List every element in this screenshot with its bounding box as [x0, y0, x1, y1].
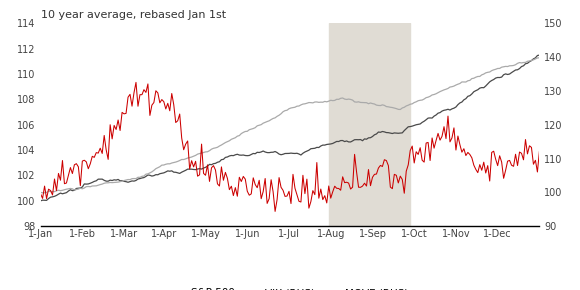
Bar — [329, 23, 409, 226]
Text: 10 year average, rebased Jan 1st: 10 year average, rebased Jan 1st — [41, 10, 226, 20]
Legend: S&P 500, VIX (RHS), MOVE (RHS): S&P 500, VIX (RHS), MOVE (RHS) — [167, 284, 413, 290]
